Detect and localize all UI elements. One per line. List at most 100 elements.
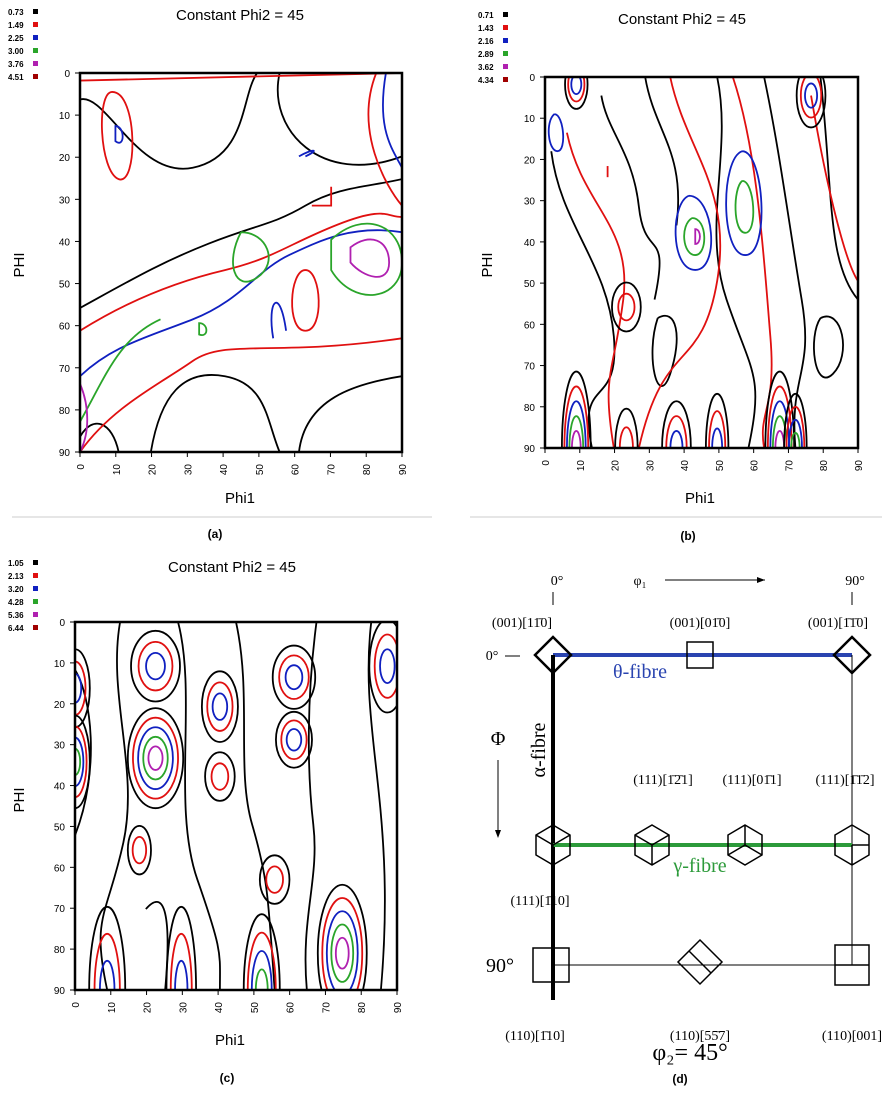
legend-swatch (33, 612, 38, 617)
x-tick-label: 50 (715, 460, 726, 472)
y-axis-label: PHI (479, 252, 496, 277)
legend-label: 3.20 (8, 585, 24, 594)
y-tick-label: 80 (524, 403, 536, 414)
x-tick-label: 80 (357, 1002, 368, 1014)
x-tick-label: 50 (255, 464, 266, 476)
y-tick-label: 10 (59, 111, 71, 122)
y-tick-label: 70 (54, 904, 66, 915)
contour-line (64, 661, 85, 714)
odf-section: Constant Phi2 = 45 0.71 1.43 2.16 2.89 3.62 4.… (470, 11, 882, 543)
legend-label: 2.16 (478, 37, 494, 46)
alpha-fibre-label: α-fibre (528, 722, 550, 777)
x-tick-label: 90 (393, 1002, 404, 1014)
contour-line (676, 196, 712, 270)
cube-icon (727, 824, 763, 866)
contour-line (639, 77, 720, 448)
contour-line (805, 83, 817, 107)
contour-line (213, 693, 228, 719)
contour-line (273, 646, 316, 709)
contour-line (292, 270, 319, 331)
y-tick-label: 70 (524, 362, 536, 373)
odf-section: Constant Phi2 = 45 0.73 1.49 2.25 3.00 3.76 4.… (8, 7, 432, 541)
legend-swatch (33, 599, 38, 604)
contour-line (133, 837, 147, 863)
contour-line (143, 737, 167, 780)
contour-line (276, 712, 312, 768)
contour-line (266, 866, 283, 892)
y-axis-label: PHI (11, 252, 28, 277)
contour-layer (80, 73, 402, 452)
legend-swatch (33, 22, 38, 27)
contour-line (138, 727, 173, 789)
legend-label: 4.34 (478, 76, 494, 85)
orientation-label: (110)[55̄7] (670, 1029, 730, 1044)
legend-swatch (503, 64, 508, 69)
cube-icon (634, 824, 670, 866)
contour-line (278, 73, 402, 165)
phi-label: Φ (491, 728, 506, 750)
phi1-label: φ₁ (634, 574, 647, 589)
x-tick-label: 40 (680, 460, 691, 472)
contour-line (95, 934, 120, 1046)
caption: (c) (220, 1071, 235, 1085)
contour-line (770, 401, 789, 494)
contour-layer (60, 620, 405, 1073)
contour-line (336, 938, 349, 969)
contour-line (569, 416, 583, 480)
x-tick-label: 90 (398, 464, 409, 476)
caption: (b) (680, 529, 695, 543)
contour-line (151, 375, 280, 452)
contour-line (252, 951, 272, 1029)
contour-line (80, 319, 161, 421)
legend-swatch (503, 77, 508, 82)
orientation-label: (001)[11̄0] (492, 616, 552, 631)
contour-line (791, 433, 799, 463)
y-tick-label: 60 (59, 322, 71, 333)
contour-line (662, 401, 691, 494)
y-tick-label: 60 (54, 863, 66, 874)
contour-line (139, 642, 173, 691)
contour-line (775, 431, 784, 465)
legend-label: 3.62 (478, 63, 494, 72)
legend-label: 0.71 (478, 11, 494, 20)
contour-line (670, 431, 682, 465)
contour-line (789, 420, 802, 476)
x-tick-label: 0 (71, 1002, 82, 1008)
x-tick-label: 80 (362, 464, 373, 476)
y-tick-label: 40 (524, 238, 536, 249)
legend-label: 6.44 (8, 624, 24, 633)
contour-line (784, 394, 807, 502)
plot-frame (73, 620, 399, 992)
contour-line (171, 934, 192, 1046)
contour-line (380, 649, 395, 683)
contour-line (369, 620, 405, 713)
cube-icon (535, 824, 571, 866)
contour-line (368, 73, 402, 206)
contour-line (80, 384, 87, 452)
y-tick-label: 80 (54, 945, 66, 956)
contour-line (60, 649, 90, 727)
phi1-end: 90° (845, 574, 865, 589)
legend-label: 1.43 (478, 24, 494, 33)
y-tick-label: 20 (54, 700, 66, 711)
y-tick-label: 30 (524, 197, 536, 208)
x-tick-label: 30 (178, 1002, 189, 1014)
contour-line (712, 428, 722, 467)
legend-swatch (33, 625, 38, 630)
y-tick-label: 0 (529, 73, 535, 84)
contour-line (612, 283, 641, 332)
contour-line (562, 372, 591, 525)
cube-icon (533, 635, 573, 675)
gamma-fibre-label: γ-fibre (672, 855, 726, 877)
legend-label: 2.13 (8, 572, 24, 581)
contours (80, 73, 402, 452)
contour-line (207, 682, 232, 731)
contour-line (716, 77, 755, 448)
contour-line (244, 914, 280, 1066)
legend-label: 3.76 (8, 60, 24, 69)
contour-line (146, 902, 168, 990)
contour-line (565, 60, 588, 109)
phi2-label: φ₂= 45° (652, 1040, 727, 1066)
chart-title: Constant Phi2 = 45 (168, 559, 296, 576)
cube-icon (832, 635, 872, 675)
